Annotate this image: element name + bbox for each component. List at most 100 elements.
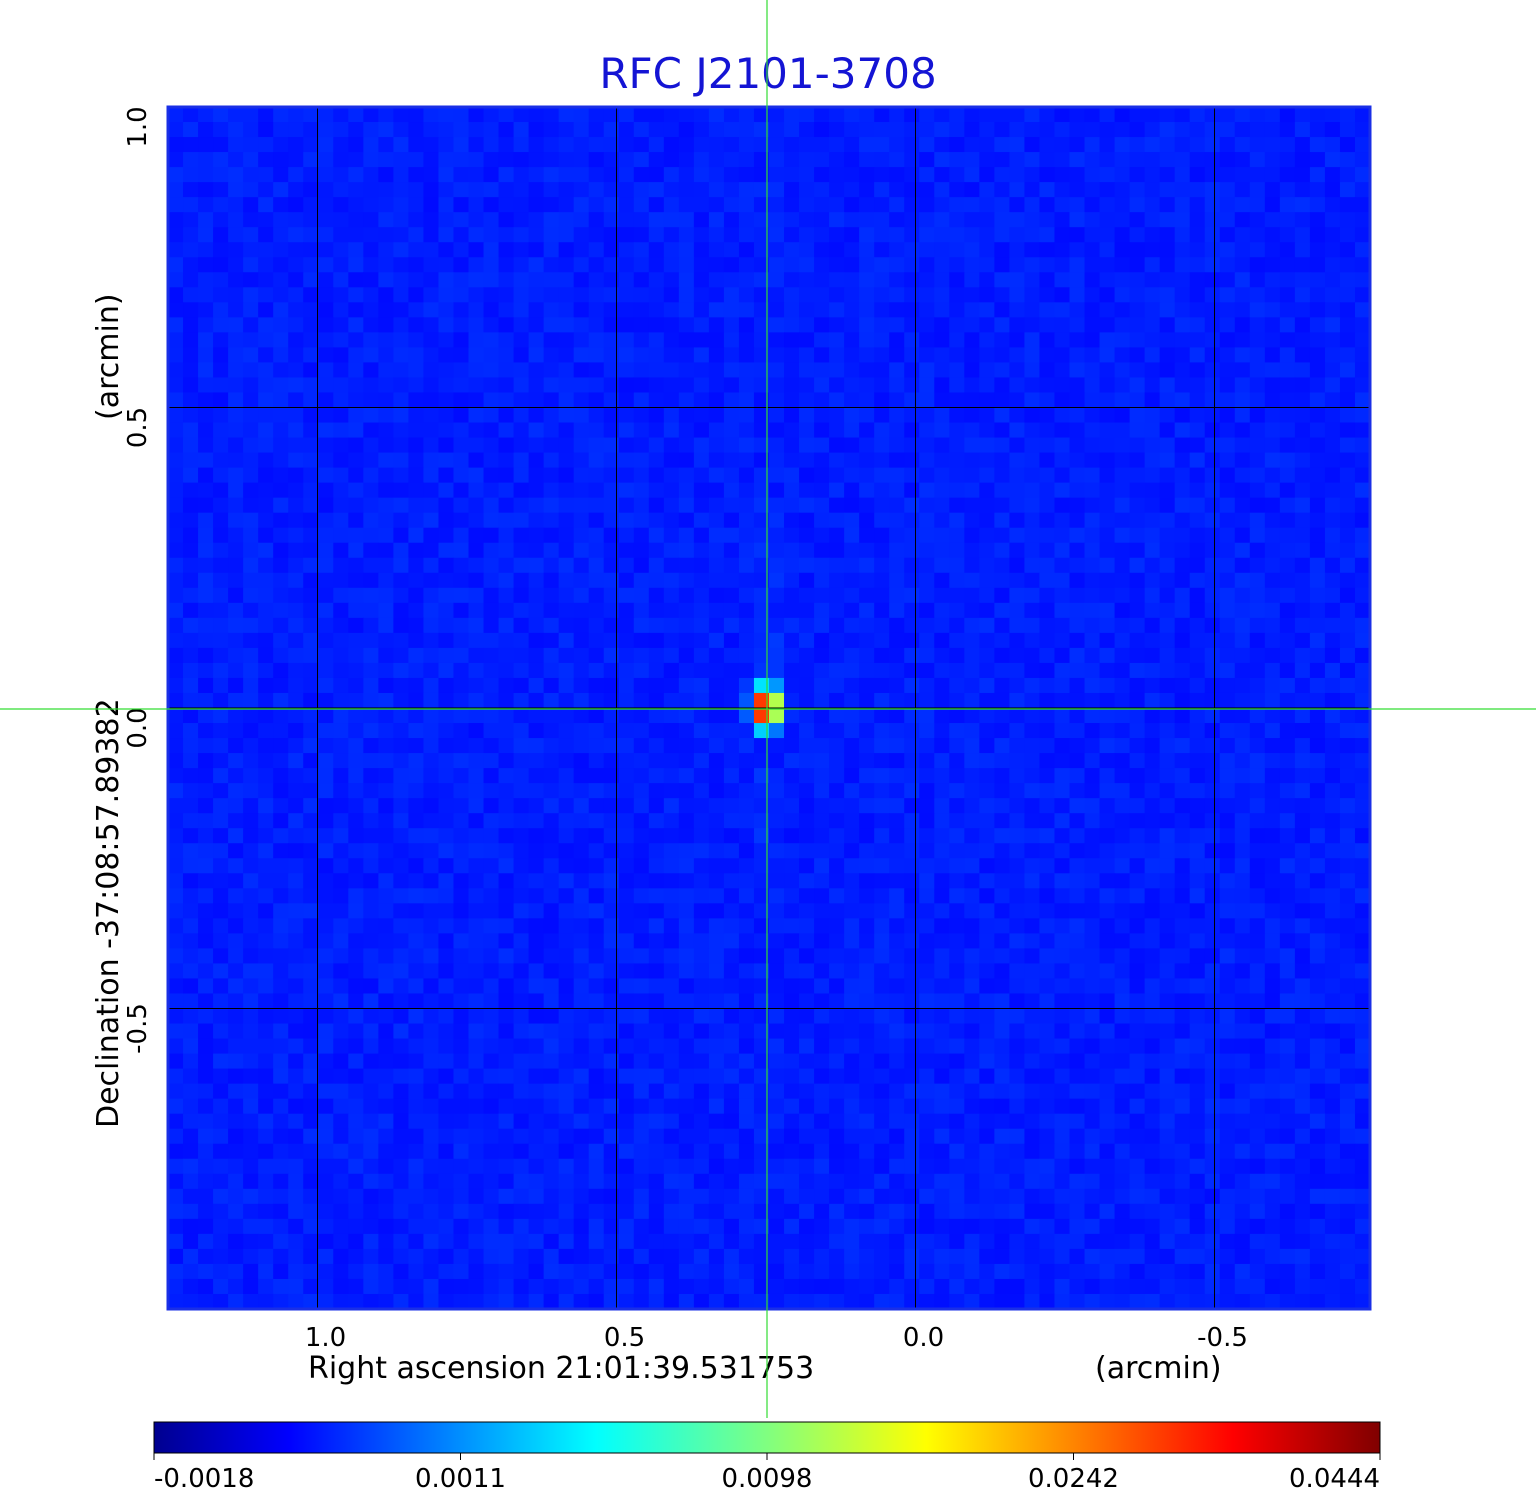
map-pixel	[1324, 152, 1341, 168]
map-pixel	[1084, 783, 1101, 799]
map-pixel	[904, 617, 920, 634]
map-pixel	[678, 497, 695, 514]
map-pixel	[558, 768, 575, 784]
map-pixel	[1324, 392, 1341, 409]
map-pixel	[1294, 407, 1311, 424]
map-pixel	[183, 828, 199, 844]
map-pixel	[588, 287, 605, 303]
map-pixel	[438, 723, 455, 739]
map-pixel	[273, 662, 289, 679]
map-pixel	[483, 783, 500, 799]
map-pixel	[1279, 182, 1296, 198]
map-pixel	[693, 107, 710, 123]
map-pixel	[573, 617, 590, 634]
map-pixel	[1324, 482, 1341, 499]
map-pixel	[1249, 272, 1266, 288]
map-pixel	[453, 1038, 470, 1055]
map-pixel	[979, 873, 995, 889]
map-pixel	[213, 753, 229, 769]
map-pixel	[874, 858, 890, 874]
map-pixel	[1324, 918, 1341, 934]
map-pixel	[949, 227, 965, 243]
map-pixel	[1294, 783, 1311, 799]
map-pixel	[1204, 242, 1221, 258]
map-pixel	[198, 602, 214, 619]
map-pixel	[979, 302, 995, 318]
map-pixel	[1204, 617, 1221, 634]
map-pixel	[874, 332, 890, 348]
map-pixel	[168, 302, 184, 318]
map-pixel	[618, 407, 635, 424]
map-pixel	[558, 362, 575, 379]
map-pixel	[273, 362, 289, 379]
map-pixel	[243, 287, 259, 303]
map-pixel	[753, 347, 770, 364]
map-pixel	[693, 347, 710, 364]
map-pixel	[738, 662, 755, 679]
map-pixel	[363, 377, 379, 394]
map-pixel	[513, 677, 530, 694]
map-pixel	[1129, 993, 1146, 1010]
map-pixel	[723, 587, 740, 604]
map-pixel	[273, 813, 289, 829]
map-pixel	[288, 332, 304, 348]
map-pixel	[829, 632, 845, 649]
map-pixel	[363, 647, 379, 664]
map-pixel	[648, 828, 665, 844]
map-pixel	[1039, 287, 1056, 303]
map-pixel	[723, 843, 740, 859]
map-pixel	[1294, 377, 1311, 394]
map-pixel	[919, 527, 935, 544]
map-pixel	[393, 858, 409, 874]
map-pixel	[498, 242, 515, 258]
map-pixel	[273, 978, 289, 995]
map-pixel	[1159, 407, 1176, 424]
map-pixel	[318, 978, 334, 995]
map-pixel	[1084, 392, 1101, 409]
map-pixel	[573, 182, 590, 198]
map-pixel	[1099, 963, 1116, 980]
map-pixel	[408, 993, 425, 1010]
map-pixel	[1174, 978, 1191, 995]
map-pixel	[844, 888, 860, 904]
map-pixel	[363, 1038, 379, 1055]
map-pixel	[618, 242, 635, 258]
map-pixel	[318, 317, 334, 333]
map-pixel	[1159, 317, 1176, 333]
map-pixel	[348, 587, 364, 604]
map-pixel	[1144, 692, 1161, 709]
map-pixel	[618, 843, 635, 859]
map-pixel	[1309, 948, 1326, 965]
map-pixel	[438, 437, 455, 454]
map-pixel	[1084, 332, 1101, 348]
map-pixel	[708, 512, 725, 529]
map-pixel	[814, 873, 830, 889]
map-pixel	[1279, 272, 1296, 288]
map-pixel	[1114, 783, 1131, 799]
map-pixel	[303, 1008, 319, 1025]
map-pixel	[859, 1008, 875, 1025]
map-pixel	[1219, 963, 1236, 980]
map-pixel	[859, 542, 875, 559]
map-pixel	[513, 497, 530, 514]
map-pixel	[573, 392, 590, 409]
map-pixel	[168, 873, 184, 889]
map-pixel	[738, 783, 755, 799]
map-pixel	[1114, 948, 1131, 965]
map-pixel	[438, 647, 455, 664]
map-pixel	[243, 1008, 259, 1025]
map-pixel	[1234, 197, 1251, 213]
map-pixel	[243, 858, 259, 874]
map-pixel	[213, 813, 229, 829]
map-pixel	[1234, 617, 1251, 634]
map-pixel	[273, 557, 289, 574]
map-pixel	[964, 137, 980, 153]
map-pixel	[1279, 152, 1296, 168]
map-pixel	[663, 212, 680, 228]
map-pixel	[288, 948, 304, 965]
map-pixel	[874, 557, 890, 574]
map-pixel	[273, 617, 289, 634]
map-pixel	[468, 572, 485, 589]
map-pixel	[1339, 152, 1356, 168]
map-pixel	[498, 783, 515, 799]
